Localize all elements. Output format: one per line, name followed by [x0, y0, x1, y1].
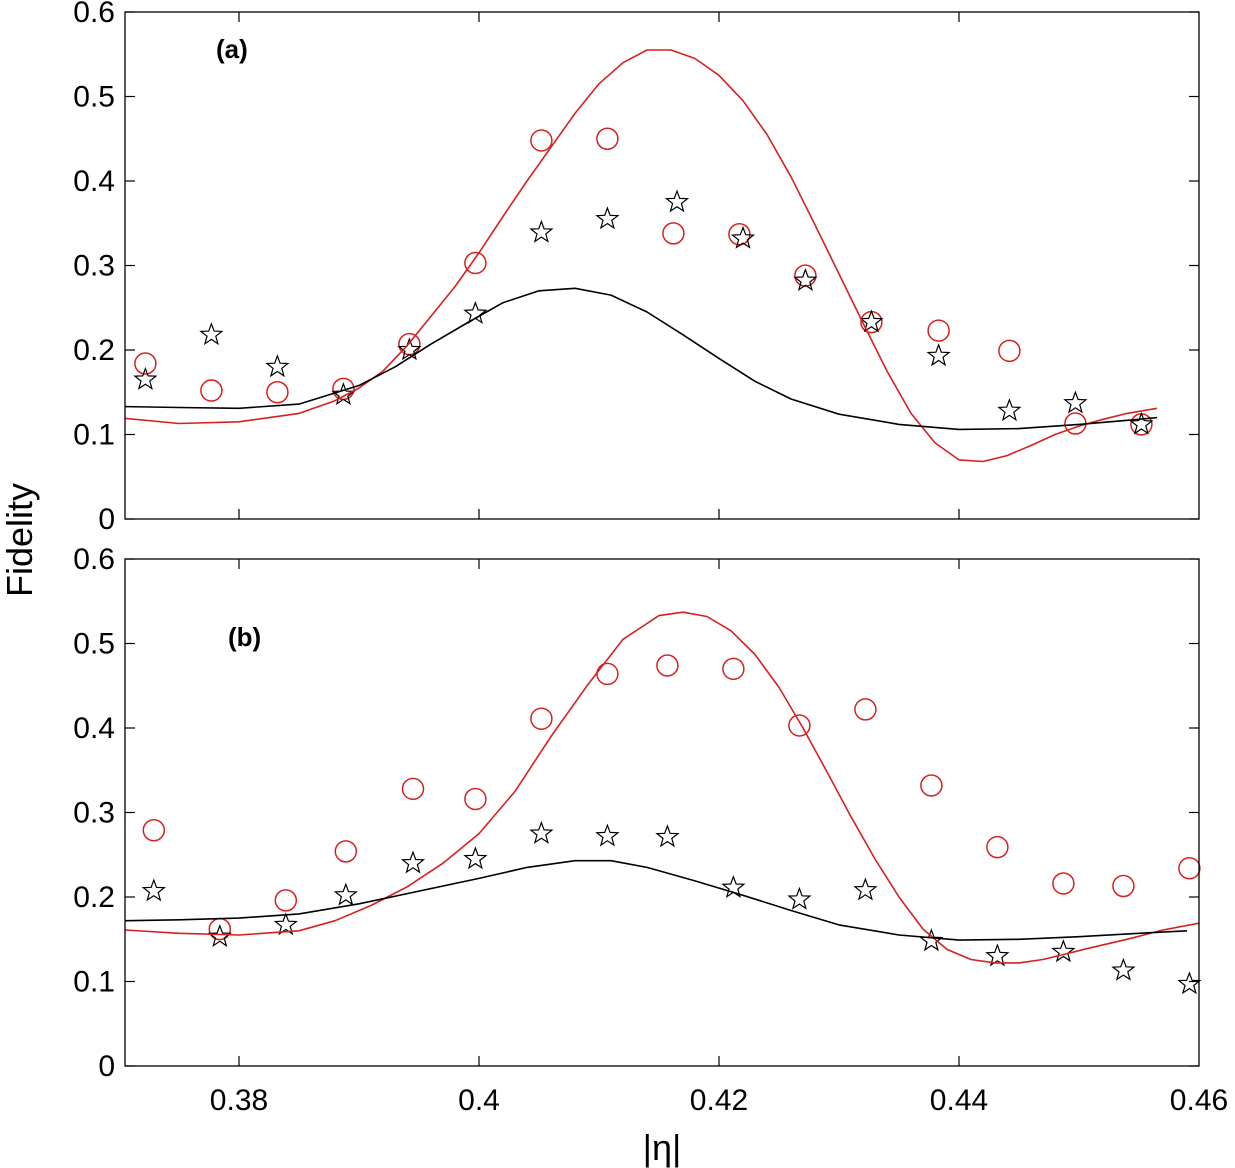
panel-a-ytick-label-3: 0.3 — [73, 250, 115, 283]
panel-b: 0 0.1 0.2 0.3 0.4 0.5 0.6 0.38 0.4 0.42 0.44 0.46 (… — [73, 543, 1228, 1117]
x-axis-title: |η| — [643, 1127, 682, 1168]
panel-a-ytick-label-5: 0.5 — [73, 81, 115, 114]
panel-a-ytick-label-2: 0.2 — [73, 334, 115, 367]
panel-a-star-point-14 — [1063, 390, 1088, 414]
panel-b-star-point-8 — [655, 824, 680, 848]
panel-b-star-point-4 — [400, 850, 426, 874]
panel-b-ytick-label-5: 0.5 — [73, 628, 115, 661]
panel-b-xtick-label-3: 0.44 — [930, 1084, 988, 1117]
panel-a-black-curve — [124, 287, 1158, 431]
panel-b-xtick-label-2: 0.42 — [690, 1084, 748, 1117]
panel-a-circle-point-7 — [596, 127, 619, 150]
panel-b-ytick-label-0: 0 — [98, 1050, 115, 1083]
panel-b-ytick-label-2: 0.2 — [73, 881, 115, 914]
panel-b-star-point-5 — [463, 846, 488, 870]
panel-b-series — [124, 611, 1202, 995]
panel-b-ytick-label-4: 0.4 — [73, 712, 115, 745]
panel-b-xtick-label-4: 0.46 — [1170, 1084, 1228, 1117]
panel-b-star-point-14 — [1051, 939, 1076, 963]
panel-b-ytick-label-3: 0.3 — [73, 797, 115, 830]
panel-b-black-curve — [124, 859, 1188, 941]
panel-b-star-point-1 — [207, 923, 232, 947]
panel-a-circle-point-8 — [662, 222, 685, 245]
panel-b-circle-point-10 — [788, 714, 811, 737]
panel-b-circle-point-3 — [334, 840, 358, 863]
panel-b-circle-point-11 — [854, 698, 877, 721]
panel-a-star-point-1 — [199, 322, 224, 346]
panel-b-circle-point-4 — [401, 777, 425, 801]
panel-b-xtick-label-1: 0.4 — [458, 1084, 500, 1117]
panel-b-circle-point-15 — [1112, 874, 1135, 898]
panel-b-ytick-label-1: 0.1 — [73, 966, 115, 999]
panel-a-star-point-0 — [133, 366, 158, 390]
panel-a-circle-point-12 — [927, 319, 950, 342]
panel-b-ytick-label-6: 0.6 — [73, 543, 115, 576]
panel-b-star-point-15 — [1111, 957, 1136, 981]
panel-b-circle-point-0 — [142, 818, 166, 842]
panel-b-star-point-7 — [595, 823, 620, 847]
panel-a-star-point-15 — [1129, 411, 1154, 435]
panel-a-circle-point-1 — [200, 379, 223, 402]
panel-b-xtick-label-0: 0.38 — [210, 1084, 268, 1117]
panel-b-circle-point-5 — [464, 787, 487, 811]
panel-b-star-point-16 — [1177, 971, 1202, 995]
panel-a-star-point-9 — [730, 225, 756, 249]
panel-b-circle-point-8 — [656, 654, 679, 677]
panel-a-ytick-label-6: 0.6 — [73, 0, 115, 29]
panel-b-ticks: 0 0.1 0.2 0.3 0.4 0.5 0.6 0.38 0.4 0.42 0.44 0.46 — [73, 543, 1228, 1117]
panel-a: 0 0.1 0.2 0.3 0.4 0.5 0.6 (a) — [73, 0, 1200, 536]
panel-a-star-point-7 — [595, 206, 620, 230]
panel-b-circle-point-12 — [920, 774, 943, 797]
panel-a-circle-point-2 — [266, 381, 289, 404]
panel-b-frame — [124, 558, 1200, 1067]
panel-a-label: (a) — [216, 34, 248, 64]
panel-a-star-point-12 — [926, 343, 951, 367]
panel-b-star-point-3 — [333, 882, 358, 906]
panel-a-ticks: 0 0.1 0.2 0.3 0.4 0.5 0.6 — [73, 0, 1199, 536]
panel-a-star-point-4 — [397, 337, 422, 361]
panel-a-frame — [124, 11, 1200, 520]
panel-a-circle-point-5 — [464, 251, 487, 275]
panel-a-circle-point-10 — [794, 264, 817, 287]
panel-a-ytick-label-1: 0.1 — [73, 419, 115, 452]
panel-b-circle-point-13 — [986, 835, 1009, 859]
panel-b-star-point-11 — [853, 877, 878, 901]
panel-a-star-point-2 — [265, 354, 290, 378]
panel-a-star-point-10 — [793, 267, 818, 291]
panel-a-ytick-label-4: 0.4 — [73, 165, 115, 198]
panel-a-ytick-label-0: 0 — [98, 503, 115, 536]
panel-b-circle-point-6 — [530, 707, 553, 730]
panel-a-star-point-8 — [664, 189, 690, 213]
y-axis-title: Fidelity — [0, 483, 40, 597]
panel-a-star-point-11 — [859, 309, 884, 333]
panel-b-star-point-2 — [273, 912, 298, 936]
panel-a-red-curve — [124, 49, 1158, 463]
panel-a-circle-point-9 — [728, 222, 751, 246]
panel-b-star-point-6 — [529, 820, 554, 844]
panel-b-star-point-10 — [787, 886, 812, 910]
panel-a-circle-point-6 — [530, 129, 553, 152]
panel-b-red-curve — [124, 611, 1200, 964]
panel-a-star-point-13 — [997, 398, 1022, 422]
panel-b-circle-point-2 — [274, 889, 298, 912]
panel-b-star-point-13 — [985, 943, 1010, 967]
panel-b-star-point-0 — [141, 878, 166, 902]
panel-a-circle-point-13 — [998, 339, 1021, 363]
panel-b-circle-point-16 — [1178, 857, 1201, 880]
panel-b-circle-point-14 — [1052, 872, 1075, 895]
panel-a-series — [124, 49, 1158, 463]
panel-a-star-point-6 — [529, 219, 554, 243]
panel-a-circle-point-0 — [134, 352, 157, 375]
panel-b-label: (b) — [228, 622, 261, 652]
panel-b-circle-point-9 — [722, 657, 745, 681]
